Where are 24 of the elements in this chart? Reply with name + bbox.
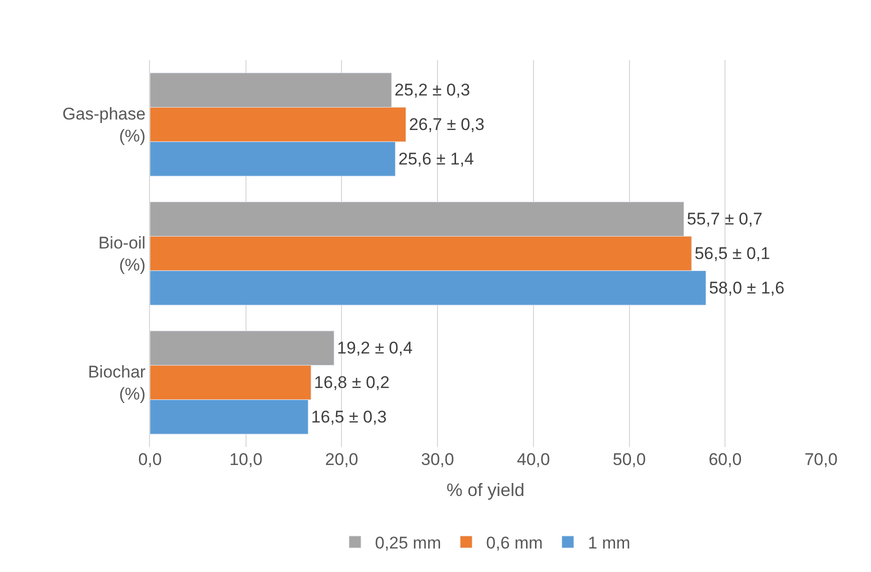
data-label: 56,5 ± 0,1 — [694, 244, 770, 263]
x-tick-label: 10,0 — [229, 450, 262, 469]
data-label: 26,7 ± 0,3 — [408, 115, 484, 134]
data-label: 55,7 ± 0,7 — [686, 210, 762, 229]
x-tick-label: 40,0 — [516, 450, 550, 469]
x-tick-label: 0,0 — [138, 450, 162, 469]
legend-label: 0,6 mm — [486, 534, 543, 553]
data-label: 58,0 ± 1,6 — [708, 278, 784, 298]
x-tick-label: 30,0 — [421, 450, 454, 469]
x-tick-label: 50,0 — [612, 450, 646, 469]
x-tick-label: 60,0 — [708, 450, 742, 469]
y-tick-label: Bio-oil (%) — [98, 233, 146, 274]
legend-label: 0,25 mm — [375, 534, 442, 553]
x-tick-label: 20,0 — [325, 450, 358, 469]
data-label: 19,2 ± 0,4 — [337, 338, 413, 358]
data-label: 16,8 ± 0,2 — [314, 373, 390, 392]
y-tick-label: Gas-phase (%) — [62, 104, 146, 146]
data-label: 25,6 ± 1,4 — [398, 149, 474, 168]
data-label: 25,2 ± 0,3 — [394, 80, 470, 100]
x-axis-title: % of yield — [446, 480, 525, 500]
data-label: 16,5 ± 0,3 — [311, 407, 387, 426]
y-tick-label: Biochar (%) — [88, 362, 146, 404]
x-tick-label: 70,0 — [804, 450, 838, 469]
legend-label: 1 mm — [588, 534, 630, 553]
